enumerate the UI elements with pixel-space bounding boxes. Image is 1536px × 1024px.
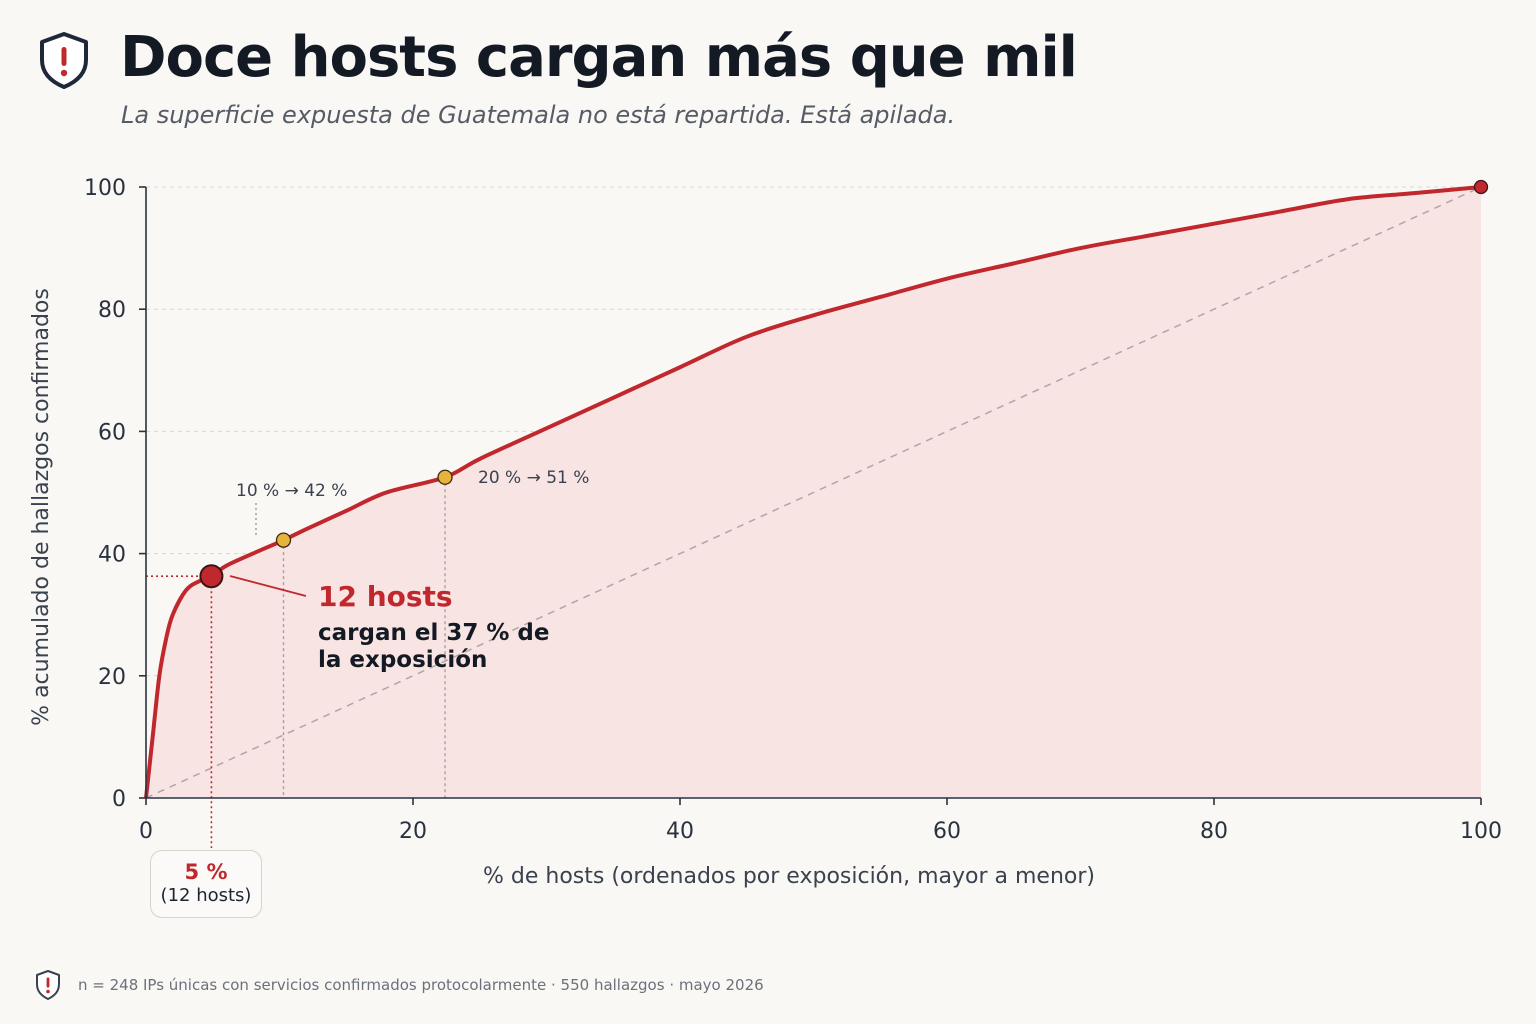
marker-label-10pct: 10 % → 42 % — [236, 481, 347, 501]
marker-highlight-0 — [199, 564, 224, 589]
reference-diagonal — [145, 186, 1482, 799]
footer-text: n = 248 IPs únicas con servicios confirm… — [78, 976, 764, 994]
marker-yellow-1 — [275, 532, 292, 548]
leader-annotation — [229, 575, 307, 597]
y-tick-label-0: 0 — [112, 787, 126, 812]
y-tick-label-60: 60 — [98, 420, 126, 445]
annotation-headline: 12 hosts — [318, 580, 453, 613]
x-callout-hosts: (12 hosts) — [160, 885, 252, 906]
shield-alert-icon — [40, 32, 88, 89]
shield-alert-icon — [36, 970, 60, 1000]
y-tick-label-20: 20 — [98, 665, 126, 690]
cumulative-curve — [144, 185, 1482, 799]
x-callout-box: 5 % (12 hosts) — [150, 850, 262, 918]
x-axis-label: % de hosts (ordenados por exposición, ma… — [483, 864, 1095, 889]
y-axis-label: % acumulado de hallazgos confirmados — [29, 288, 54, 726]
x-tick-label-60: 60 — [933, 819, 961, 844]
footer: n = 248 IPs únicas con servicios confirm… — [34, 968, 764, 1002]
y-tick-label-80: 80 — [98, 298, 126, 323]
annotation-line-2: la exposición — [318, 647, 487, 673]
annotation-line-1: cargan el 37 % de — [318, 620, 549, 646]
guide-lines — [146, 477, 446, 848]
page-title: Doce hosts cargan más que mil — [120, 25, 1078, 90]
y-tick-label-40: 40 — [98, 543, 126, 568]
tick-labels: 0 20 40 60 80 100 0 20 40 60 80 100 — [84, 176, 1502, 844]
markers — [199, 179, 1489, 589]
axes — [139, 186, 1482, 805]
annotations: 10 % → 42 % 20 % → 51 % 12 hosts cargan … — [29, 288, 1095, 889]
x-tick-label-80: 80 — [1200, 819, 1228, 844]
x-tick-label-100: 100 — [1460, 819, 1502, 844]
y-tick-label-100: 100 — [84, 176, 126, 201]
marker-yellow-2 — [437, 469, 453, 485]
marker-end-3 — [1473, 179, 1489, 195]
marker-label-20pct: 20 % → 51 % — [478, 468, 589, 488]
x-tick-label-20: 20 — [399, 819, 427, 844]
page-subtitle: La superficie expuesta de Guatemala no e… — [121, 101, 956, 129]
x-tick-label-0: 0 — [139, 819, 153, 844]
x-callout-pct: 5 % — [184, 860, 228, 884]
x-tick-label-40: 40 — [666, 819, 694, 844]
